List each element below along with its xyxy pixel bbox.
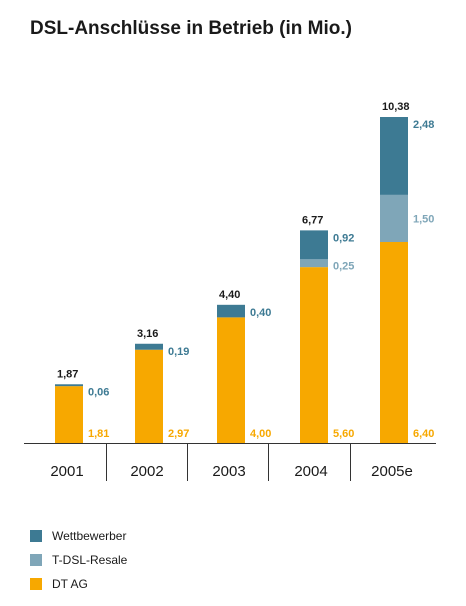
value-label-wettbewerber-2005e: 2,48 (413, 119, 434, 131)
bar-wettbewerber-2001 (55, 384, 83, 387)
total-label-2004: 6,77 (302, 214, 323, 226)
legend-label-wettbewerber: Wettbewerber (52, 529, 127, 543)
value-label-dt-ag-2002: 2,97 (168, 428, 189, 440)
bar-wettbewerber-2003 (217, 304, 245, 318)
category-label-2004: 2004 (294, 463, 327, 480)
chart-title: DSL-Anschlüsse in Betrieb (in Mio.) (30, 18, 352, 39)
value-label-wettbewerber-2003: 0,40 (250, 307, 271, 319)
value-label-t-dsl-resale-2005e: 1,50 (413, 213, 434, 225)
stacked-bar-chart: 1,81 0,06 1,87 2001 2,97 0,19 3,16 2002 4,00 0,40… (24, 101, 436, 481)
category-label-2002: 2002 (130, 463, 163, 480)
legend-swatch-t-dsl-resale (30, 554, 42, 566)
value-label-dt-ag-2003: 4,00 (250, 428, 271, 440)
bar-t-dsl-resale-2005e (380, 194, 408, 242)
legend-label-t-dsl-resale: T-DSL-Resale (52, 553, 128, 567)
legend-item-dt-ag: DT AG (30, 576, 127, 592)
value-label-dt-ag-2001: 1,81 (88, 428, 109, 440)
legend-swatch-dt-ag (30, 578, 42, 590)
legend-swatch-wettbewerber (30, 530, 42, 542)
total-label-2003: 4,40 (219, 289, 240, 301)
legend-label-dt-ag: DT AG (52, 577, 88, 591)
total-label-2001: 1,87 (57, 368, 78, 380)
bar-wettbewerber-2005e (380, 117, 408, 195)
total-label-2005e: 10,38 (382, 101, 410, 113)
bar-wettbewerber-2002 (135, 343, 163, 350)
category-label-2005e: 2005e (371, 463, 413, 480)
legend-item-t-dsl-resale: T-DSL-Resale (30, 552, 127, 568)
legend: Wettbewerber T-DSL-Resale DT AG (30, 528, 127, 600)
bar-dt-ag-2005e (380, 241, 408, 443)
bar-dt-ag-2004 (300, 267, 328, 443)
bar-t-dsl-resale-2004 (300, 259, 328, 268)
category-label-2001: 2001 (50, 463, 83, 480)
bar-dt-ag-2001 (55, 386, 83, 443)
value-label-wettbewerber-2001: 0,06 (88, 386, 109, 398)
value-label-t-dsl-resale-2004: 0,25 (333, 260, 354, 272)
value-label-dt-ag-2004: 5,60 (333, 428, 354, 440)
bar-dt-ag-2003 (217, 317, 245, 443)
legend-item-wettbewerber: Wettbewerber (30, 528, 127, 544)
value-label-wettbewerber-2004: 0,92 (333, 232, 354, 244)
total-label-2002: 3,16 (137, 328, 158, 340)
bar-wettbewerber-2004 (300, 230, 328, 260)
bar-dt-ag-2002 (135, 349, 163, 443)
category-label-2003: 2003 (212, 463, 245, 480)
value-label-dt-ag-2005e: 6,40 (413, 428, 434, 440)
value-label-wettbewerber-2002: 0,19 (168, 346, 189, 358)
